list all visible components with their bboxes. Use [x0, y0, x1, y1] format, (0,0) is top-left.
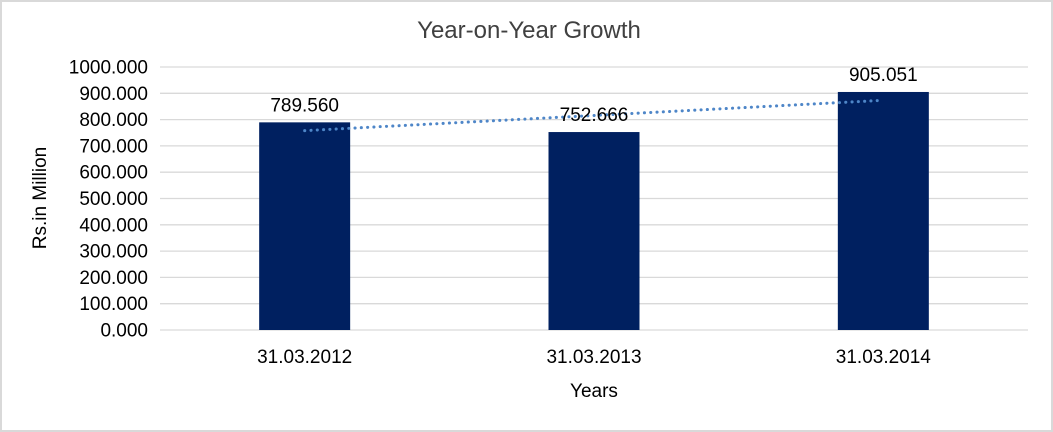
y-tick-label: 200.000	[79, 268, 148, 289]
y-tick-label: 400.000	[79, 215, 148, 236]
bar	[837, 91, 929, 330]
y-tick-label: 300.000	[79, 242, 148, 263]
bars	[259, 91, 929, 330]
x-category-label: 31.03.2013	[546, 347, 641, 368]
x-axis-title: Years	[570, 381, 618, 402]
y-tick-label: 900.000	[79, 84, 148, 105]
trendline	[303, 98, 885, 133]
data-label: 752.666	[560, 105, 629, 126]
data-label: 789.560	[270, 95, 339, 116]
bar	[548, 132, 640, 330]
y-tick-label: 500.000	[79, 189, 148, 210]
x-category-label: 31.03.2014	[836, 347, 932, 368]
y-tick-label: 0.000	[100, 321, 148, 342]
y-tick-label: 1000.000	[69, 58, 148, 79]
bar	[259, 122, 351, 330]
y-tick-label: 800.000	[79, 110, 148, 131]
category-labels: 31.03.2012 31.03.2013 31.03.2014	[257, 347, 931, 368]
y-tick-label: 700.000	[79, 136, 148, 157]
data-labels: 789.560 752.666 905.051	[270, 65, 917, 126]
chart-title: Year-on-Year Growth	[417, 17, 641, 44]
trendline-group	[303, 98, 885, 133]
y-axis-tick-labels: 1000.000 900.000 800.000 700.000 600.000 500.…	[69, 58, 148, 342]
y-axis-title: Rs.in Million	[30, 147, 51, 249]
y-tick-label: 100.000	[79, 294, 148, 315]
y-tick-label: 600.000	[79, 163, 148, 184]
x-category-label: 31.03.2012	[257, 347, 352, 368]
data-label: 905.051	[849, 65, 918, 86]
